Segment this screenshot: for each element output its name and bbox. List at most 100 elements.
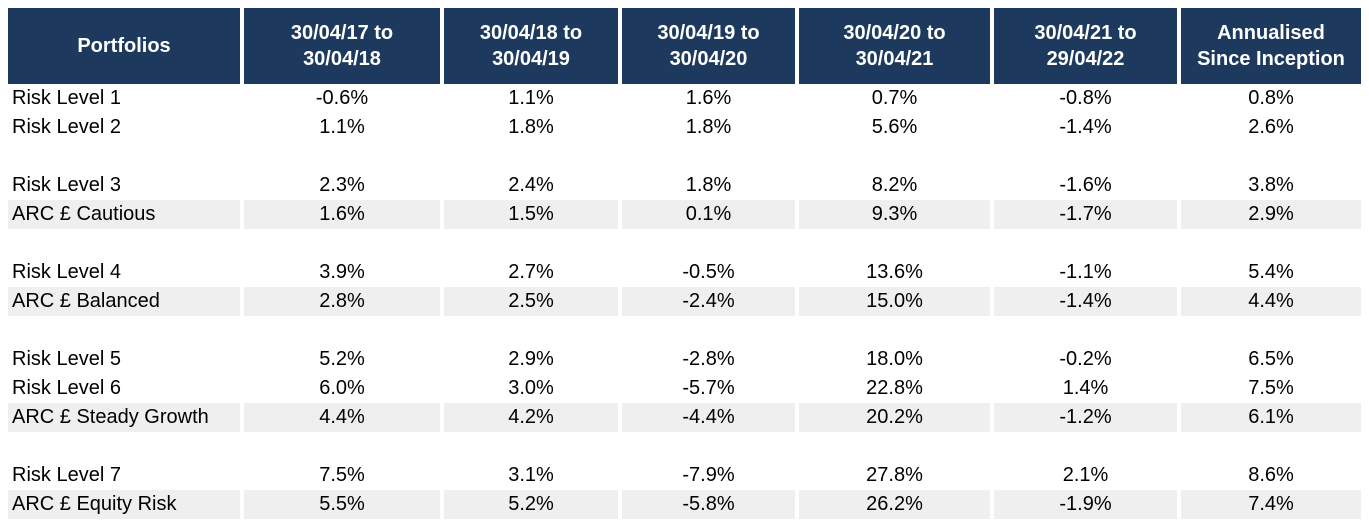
value-cell: 2.1% [990, 461, 1177, 490]
value-cell: 2.3% [240, 171, 440, 200]
value-cell: -5.7% [618, 374, 795, 403]
table-row-risk-level-4: Risk Level 4 3.9% 2.7% -0.5% 13.6% -1.1%… [8, 258, 1361, 287]
value-cell: -0.8% [990, 84, 1177, 113]
value-cell: -1.1% [990, 258, 1177, 287]
spacer-row [8, 142, 1361, 171]
value-cell: -1.9% [990, 490, 1177, 519]
value-cell: 3.1% [440, 461, 618, 490]
value-cell: 20.2% [795, 403, 990, 432]
value-cell: -2.4% [618, 287, 795, 316]
value-cell: -1.7% [990, 200, 1177, 229]
value-cell: 0.7% [795, 84, 990, 113]
portfolio-name: Risk Level 4 [12, 261, 121, 283]
value-cell: 4.4% [240, 403, 440, 432]
value-cell: -1.4% [990, 287, 1177, 316]
value-cell: 7.5% [1177, 374, 1361, 403]
value-cell: 1.4% [990, 374, 1177, 403]
table-row-arc-balanced: ARC £ Balanced 2.8% 2.5% -2.4% 15.0% -1.… [8, 287, 1361, 316]
value-cell: 1.1% [440, 84, 618, 113]
value-cell: 9.3% [795, 200, 990, 229]
table-header-row: Portfolios 30/04/17 to 30/04/18 30/04/18… [8, 8, 1361, 84]
table-row-risk-level-3: Risk Level 3 2.3% 2.4% 1.8% 8.2% -1.6% 3… [8, 171, 1361, 200]
value-cell: 13.6% [795, 258, 990, 287]
value-cell: -7.9% [618, 461, 795, 490]
spacer-row [8, 316, 1361, 345]
value-cell: 5.6% [795, 113, 990, 142]
value-cell: 3.8% [1177, 171, 1361, 200]
value-cell: 27.8% [795, 461, 990, 490]
spacer-row [8, 229, 1361, 258]
value-cell: -0.5% [618, 258, 795, 287]
value-cell: -5.8% [618, 490, 795, 519]
value-cell: 6.1% [1177, 403, 1361, 432]
value-cell: 5.4% [1177, 258, 1361, 287]
value-cell: 7.4% [1177, 490, 1361, 519]
value-cell: 1.8% [440, 113, 618, 142]
value-cell: 4.2% [440, 403, 618, 432]
value-cell: 15.0% [795, 287, 990, 316]
header-portfolios: Portfolios [8, 8, 240, 84]
value-cell: 2.7% [440, 258, 618, 287]
portfolio-name: Risk Level 7 [12, 464, 121, 486]
header-period-5: 30/04/21 to 29/04/22 [990, 8, 1177, 84]
value-cell: 1.8% [618, 113, 795, 142]
table-row-risk-level-5: Risk Level 5 5.2% 2.9% -2.8% 18.0% -0.2%… [8, 345, 1361, 374]
portfolio-name: Risk Level 1 [12, 87, 121, 109]
table-row-risk-level-6: Risk Level 6 6.0% 3.0% -5.7% 22.8% 1.4% … [8, 374, 1361, 403]
value-cell: 6.5% [1177, 345, 1361, 374]
value-cell: 1.6% [240, 200, 440, 229]
value-cell: 18.0% [795, 345, 990, 374]
value-cell: 3.0% [440, 374, 618, 403]
portfolio-name: Risk Level 2 [12, 116, 121, 138]
header-period-4: 30/04/20 to 30/04/21 [795, 8, 990, 84]
value-cell: 4.4% [1177, 287, 1361, 316]
spacer-row [8, 432, 1361, 461]
table-row-arc-cautious: ARC £ Cautious 1.6% 1.5% 0.1% 9.3% -1.7%… [8, 200, 1361, 229]
portfolio-name: Risk Level 5 [12, 348, 121, 370]
value-cell: 0.8% [1177, 84, 1361, 113]
value-cell: 6.0% [240, 374, 440, 403]
value-cell: 2.4% [440, 171, 618, 200]
value-cell: -1.4% [990, 113, 1177, 142]
header-period-1: 30/04/17 to 30/04/18 [240, 8, 440, 84]
value-cell: 2.9% [1177, 200, 1361, 229]
value-cell: 2.6% [1177, 113, 1361, 142]
performance-table: Portfolios 30/04/17 to 30/04/18 30/04/18… [8, 8, 1361, 519]
value-cell: 8.6% [1177, 461, 1361, 490]
table-row-risk-level-2: Risk Level 2 1.1% 1.8% 1.8% 5.6% -1.4% 2… [8, 113, 1361, 142]
portfolio-name: ARC £ Cautious [8, 200, 240, 229]
value-cell: 1.8% [618, 171, 795, 200]
value-cell: 1.5% [440, 200, 618, 229]
value-cell: 5.2% [440, 490, 618, 519]
value-cell: 7.5% [240, 461, 440, 490]
value-cell: 2.8% [240, 287, 440, 316]
header-annualised: Annualised Since Inception [1177, 8, 1361, 84]
value-cell: 1.6% [618, 84, 795, 113]
value-cell: 2.5% [440, 287, 618, 316]
portfolio-name: Risk Level 3 [12, 174, 121, 196]
value-cell: -2.8% [618, 345, 795, 374]
value-cell: -0.2% [990, 345, 1177, 374]
value-cell: 22.8% [795, 374, 990, 403]
value-cell: 5.5% [240, 490, 440, 519]
header-period-3: 30/04/19 to 30/04/20 [618, 8, 795, 84]
value-cell: 8.2% [795, 171, 990, 200]
value-cell: 0.1% [618, 200, 795, 229]
value-cell: 3.9% [240, 258, 440, 287]
value-cell: -0.6% [240, 84, 440, 113]
table-row-arc-equity-risk: ARC £ Equity Risk 5.5% 5.2% -5.8% 26.2% … [8, 490, 1361, 519]
value-cell: 5.2% [240, 345, 440, 374]
portfolio-name: ARC £ Steady Growth [8, 403, 240, 432]
table-row-arc-steady-growth: ARC £ Steady Growth 4.4% 4.2% -4.4% 20.2… [8, 403, 1361, 432]
portfolio-name: ARC £ Balanced [8, 287, 240, 316]
value-cell: -1.6% [990, 171, 1177, 200]
table-row-risk-level-1: Risk Level 1 -0.6% 1.1% 1.6% 0.7% -0.8% … [8, 84, 1361, 113]
portfolio-name: Risk Level 6 [12, 377, 121, 399]
portfolio-name: ARC £ Equity Risk [8, 490, 240, 519]
value-cell: 1.1% [240, 113, 440, 142]
value-cell: -1.2% [990, 403, 1177, 432]
header-period-2: 30/04/18 to 30/04/19 [440, 8, 618, 84]
value-cell: -4.4% [618, 403, 795, 432]
value-cell: 26.2% [795, 490, 990, 519]
